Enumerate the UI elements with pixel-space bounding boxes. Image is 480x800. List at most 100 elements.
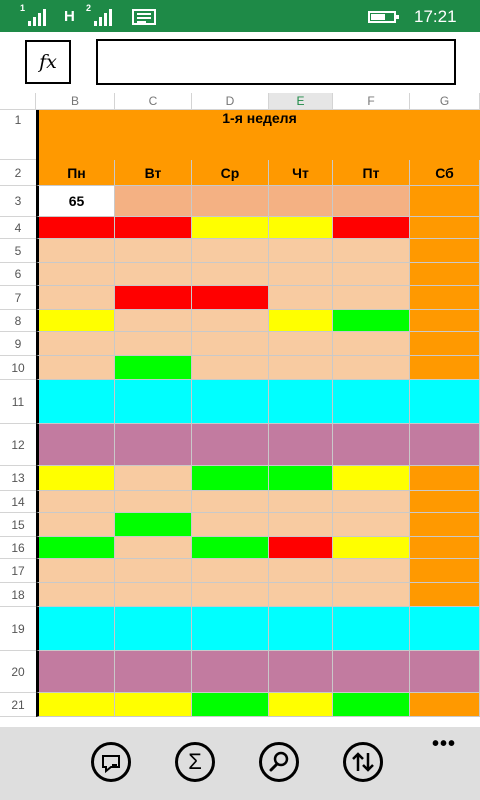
day-header-cell[interactable]: Пн bbox=[36, 160, 115, 186]
cell-d21[interactable] bbox=[192, 693, 269, 717]
cell-f18[interactable] bbox=[333, 583, 410, 607]
cell-e13[interactable] bbox=[269, 466, 333, 491]
cell-g6[interactable] bbox=[410, 263, 480, 286]
cell-g17[interactable] bbox=[410, 559, 480, 583]
cell-g18[interactable] bbox=[410, 583, 480, 607]
cell-c19[interactable] bbox=[115, 607, 192, 651]
cell-d10[interactable] bbox=[192, 356, 269, 380]
cell-b6[interactable] bbox=[36, 263, 115, 286]
cell-c20[interactable] bbox=[115, 651, 192, 693]
cell-g11[interactable] bbox=[410, 380, 480, 424]
row-header-8[interactable]: 8 bbox=[0, 310, 36, 332]
cell-f9[interactable] bbox=[333, 332, 410, 356]
cell-d19[interactable] bbox=[192, 607, 269, 651]
cell-b21[interactable] bbox=[36, 693, 115, 717]
cell-b4[interactable] bbox=[36, 217, 115, 239]
day-header-cell[interactable]: Сб bbox=[410, 160, 480, 186]
cell-e20[interactable] bbox=[269, 651, 333, 693]
cell-g3[interactable] bbox=[410, 186, 480, 217]
cell-e19[interactable] bbox=[269, 607, 333, 651]
column-header-f[interactable]: F bbox=[333, 93, 410, 110]
row-header-14[interactable]: 14 bbox=[0, 491, 36, 513]
cell-e16[interactable] bbox=[269, 537, 333, 559]
column-header-e[interactable]: E bbox=[269, 93, 333, 110]
cell-f11[interactable] bbox=[333, 380, 410, 424]
cell-d18[interactable] bbox=[192, 583, 269, 607]
cell-f5[interactable] bbox=[333, 239, 410, 263]
cell-d13[interactable] bbox=[192, 466, 269, 491]
cell-b16[interactable] bbox=[36, 537, 115, 559]
row-header-19[interactable]: 19 bbox=[0, 607, 36, 651]
cell-c11[interactable] bbox=[115, 380, 192, 424]
row-header-2[interactable]: 2 bbox=[0, 160, 36, 186]
row-header-20[interactable]: 20 bbox=[0, 651, 36, 693]
cell-f16[interactable] bbox=[333, 537, 410, 559]
cell-d9[interactable] bbox=[192, 332, 269, 356]
cell-b17[interactable] bbox=[36, 559, 115, 583]
row-header-21[interactable]: 21 bbox=[0, 693, 36, 717]
cell-b3[interactable]: 65 bbox=[36, 186, 115, 217]
cell-d5[interactable] bbox=[192, 239, 269, 263]
cell-d12[interactable] bbox=[192, 424, 269, 466]
cell-b12[interactable] bbox=[36, 424, 115, 466]
cell-g4[interactable] bbox=[410, 217, 480, 239]
cell-e17[interactable] bbox=[269, 559, 333, 583]
cell-d15[interactable] bbox=[192, 513, 269, 537]
row-header-4[interactable]: 4 bbox=[0, 217, 36, 239]
cell-e9[interactable] bbox=[269, 332, 333, 356]
cell-g13[interactable] bbox=[410, 466, 480, 491]
week-title-cell[interactable]: 1-я неделя bbox=[36, 110, 480, 160]
autosum-button[interactable]: Σ bbox=[175, 742, 215, 782]
row-header-12[interactable]: 12 bbox=[0, 424, 36, 466]
row-header-15[interactable]: 15 bbox=[0, 513, 36, 537]
row-header-9[interactable]: 9 bbox=[0, 332, 36, 356]
cell-f7[interactable] bbox=[333, 286, 410, 310]
column-header-c[interactable]: C bbox=[115, 93, 192, 110]
cell-b20[interactable] bbox=[36, 651, 115, 693]
cell-b8[interactable] bbox=[36, 310, 115, 332]
cell-d8[interactable] bbox=[192, 310, 269, 332]
cell-b19[interactable] bbox=[36, 607, 115, 651]
corner-header[interactable] bbox=[0, 93, 36, 110]
function-button[interactable]: fx bbox=[25, 40, 71, 84]
cell-d20[interactable] bbox=[192, 651, 269, 693]
cell-d17[interactable] bbox=[192, 559, 269, 583]
cell-d11[interactable] bbox=[192, 380, 269, 424]
cell-c21[interactable] bbox=[115, 693, 192, 717]
row-header-13[interactable]: 13 bbox=[0, 466, 36, 491]
cell-e15[interactable] bbox=[269, 513, 333, 537]
cell-d6[interactable] bbox=[192, 263, 269, 286]
cell-f20[interactable] bbox=[333, 651, 410, 693]
row-header-16[interactable]: 16 bbox=[0, 537, 36, 559]
day-header-cell[interactable]: Чт bbox=[269, 160, 333, 186]
cell-c3[interactable] bbox=[115, 186, 192, 217]
cell-b7[interactable] bbox=[36, 286, 115, 310]
cell-e7[interactable] bbox=[269, 286, 333, 310]
cell-g21[interactable] bbox=[410, 693, 480, 717]
cell-g9[interactable] bbox=[410, 332, 480, 356]
column-header-b[interactable]: B bbox=[36, 93, 115, 110]
cell-b14[interactable] bbox=[36, 491, 115, 513]
cell-e21[interactable] bbox=[269, 693, 333, 717]
cell-e14[interactable] bbox=[269, 491, 333, 513]
cell-g10[interactable] bbox=[410, 356, 480, 380]
cell-e11[interactable] bbox=[269, 380, 333, 424]
cell-f12[interactable] bbox=[333, 424, 410, 466]
find-button[interactable] bbox=[259, 742, 299, 782]
cell-f21[interactable] bbox=[333, 693, 410, 717]
cell-d4[interactable] bbox=[192, 217, 269, 239]
row-header-18[interactable]: 18 bbox=[0, 583, 36, 607]
cell-b13[interactable] bbox=[36, 466, 115, 491]
row-header-5[interactable]: 5 bbox=[0, 239, 36, 263]
cell-b15[interactable] bbox=[36, 513, 115, 537]
row-header-1[interactable]: 1 bbox=[0, 110, 36, 160]
cell-e5[interactable] bbox=[269, 239, 333, 263]
column-header-g[interactable]: G bbox=[410, 93, 480, 110]
day-header-cell[interactable]: Вт bbox=[115, 160, 192, 186]
cell-b11[interactable] bbox=[36, 380, 115, 424]
row-header-10[interactable]: 10 bbox=[0, 356, 36, 380]
cell-f10[interactable] bbox=[333, 356, 410, 380]
cell-g16[interactable] bbox=[410, 537, 480, 559]
cell-b18[interactable] bbox=[36, 583, 115, 607]
cell-c13[interactable] bbox=[115, 466, 192, 491]
